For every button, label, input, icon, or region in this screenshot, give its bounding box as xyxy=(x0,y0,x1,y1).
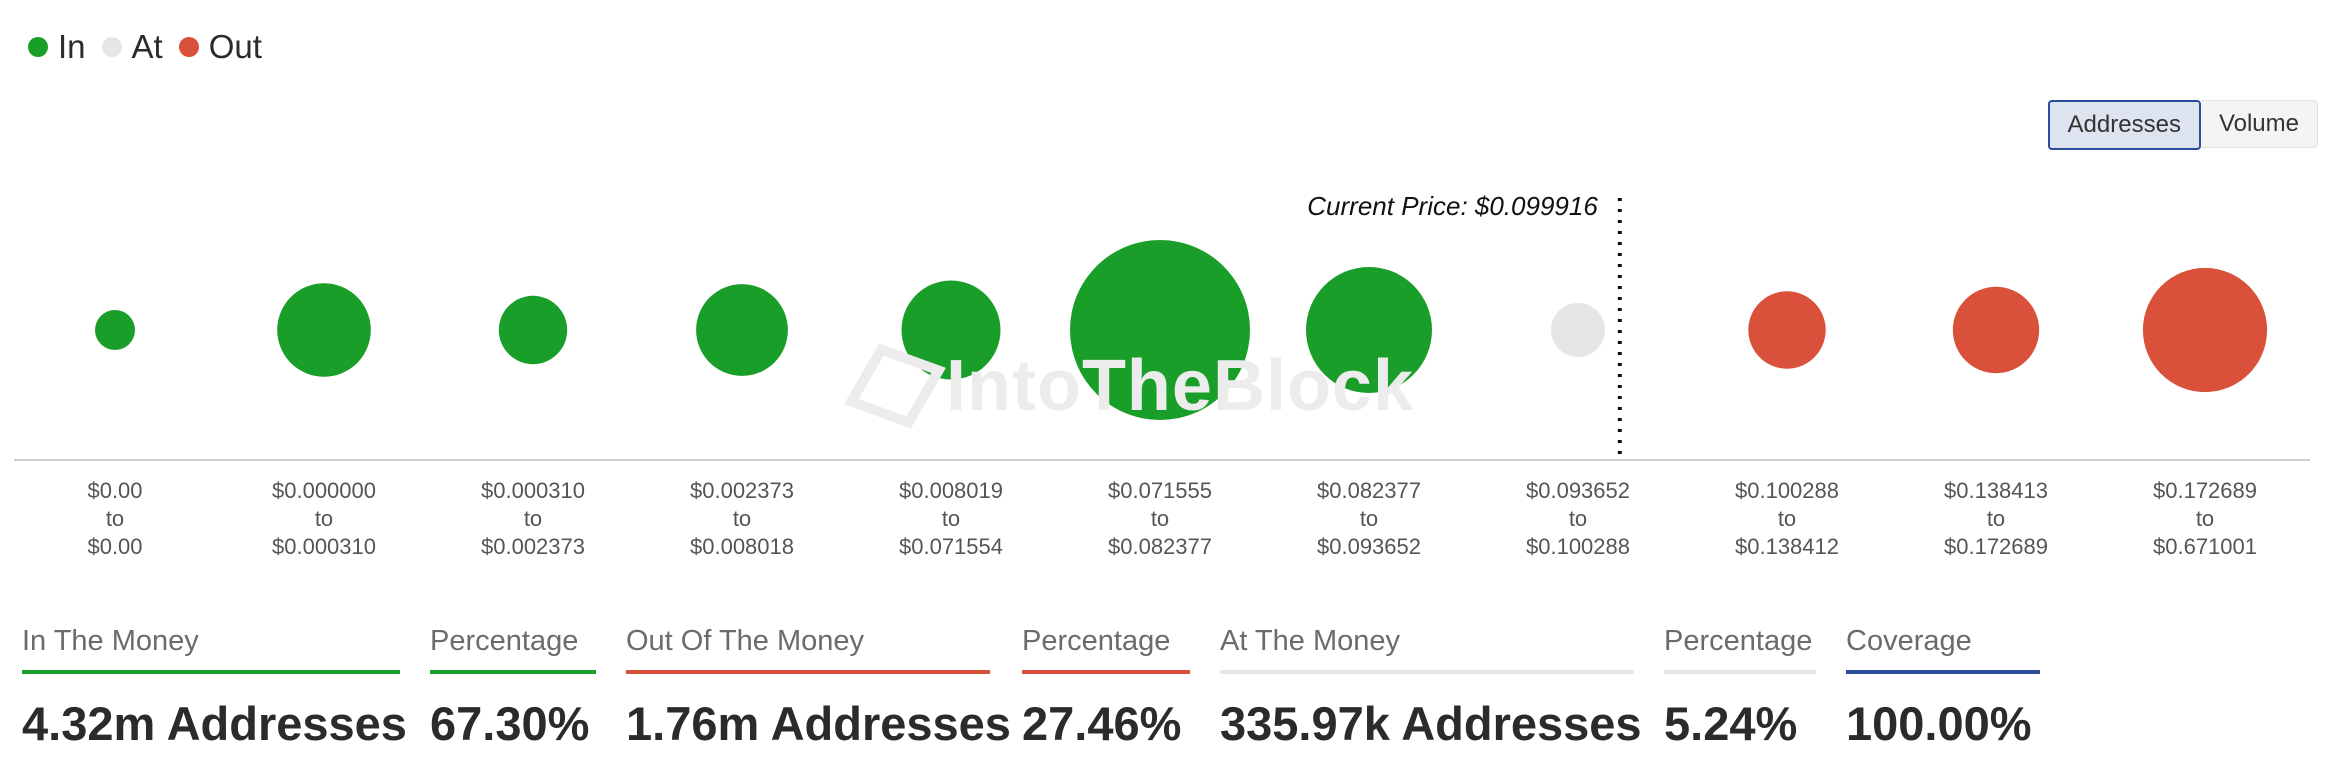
stat-block: Percentage 5.24% xyxy=(1664,625,1816,751)
tick-label-to: $0.000310 xyxy=(272,534,376,559)
bubble-in[interactable] xyxy=(498,295,568,365)
volume-button[interactable]: Volume xyxy=(2200,100,2318,148)
tick-label-from: $0.138413 xyxy=(1944,478,2048,503)
bubble-in[interactable] xyxy=(901,280,1001,380)
stat-label: At The Money xyxy=(1220,625,1634,674)
legend-item-at[interactable]: At xyxy=(101,28,163,66)
tick-label-connector: to xyxy=(524,506,542,531)
tick-label-connector: to xyxy=(1987,506,2005,531)
tick-label-from: $0.00 xyxy=(87,478,142,503)
stat-label: Out Of The Money xyxy=(626,625,990,674)
chart-legend: In At Out xyxy=(28,28,262,66)
tick-label-connector: to xyxy=(2196,506,2214,531)
tick-label-to: $0.138412 xyxy=(1735,534,1839,559)
legend-item-out[interactable]: Out xyxy=(178,28,262,66)
stat-label: In The Money xyxy=(22,625,400,674)
tick-label-to: $0.00 xyxy=(87,534,142,559)
tick-label-connector: to xyxy=(942,506,960,531)
bubble-in[interactable] xyxy=(95,310,135,350)
legend-item-in[interactable]: In xyxy=(28,28,86,66)
bubble-out[interactable] xyxy=(2142,267,2268,393)
legend-in-dot xyxy=(28,37,48,57)
tick-label-from: $0.002373 xyxy=(690,478,794,503)
stat-block: Coverage 100.00% xyxy=(1846,625,2040,751)
legend-in-label: In xyxy=(58,28,86,65)
tick-label-to: $0.071554 xyxy=(899,534,1003,559)
tick-label-from: $0.082377 xyxy=(1317,478,1421,503)
tick-label-from: $0.071555 xyxy=(1108,478,1212,503)
stat-block: In The Money 4.32m Addresses xyxy=(22,625,407,751)
bubble-out[interactable] xyxy=(1952,286,2040,374)
stat-value: 27.46% xyxy=(1022,697,1182,750)
tick-label-from: $0.000310 xyxy=(481,478,585,503)
stat-value: 67.30% xyxy=(430,697,590,750)
stat-value: 5.24% xyxy=(1664,697,1798,750)
tick-label-to: $0.093652 xyxy=(1317,534,1421,559)
bubble-in[interactable] xyxy=(696,284,788,376)
bubble-at[interactable] xyxy=(1551,303,1605,357)
bubble-chart: $0.00 to $0.00 $0.000000 to $0.000310 $0.00031… xyxy=(14,191,2310,559)
tick-label-to: $0.008018 xyxy=(690,534,794,559)
tick-label-to: $0.172689 xyxy=(1944,534,2048,559)
tick-label-connector: to xyxy=(733,506,751,531)
tick-label-from: $0.093652 xyxy=(1526,478,1630,503)
tick-label-connector: to xyxy=(1569,506,1587,531)
tick-label-connector: to xyxy=(1151,506,1169,531)
tick-label-from: $0.008019 xyxy=(899,478,1003,503)
stat-block: At The Money 335.97k Addresses xyxy=(1220,625,1642,751)
tick-label-to: $0.100288 xyxy=(1526,534,1630,559)
stat-block: Percentage 27.46% xyxy=(1022,625,1190,751)
stat-label: Percentage xyxy=(1664,625,1816,674)
tick-label-to: $0.671001 xyxy=(2153,534,2257,559)
tick-label-from: $0.172689 xyxy=(2153,478,2257,503)
metric-toggle: Addresses Volume xyxy=(2047,100,2318,150)
legend-out-dot xyxy=(178,37,199,57)
bubble-out[interactable] xyxy=(1748,291,1826,369)
addresses-button[interactable]: Addresses xyxy=(2047,100,2201,150)
bubble-in[interactable] xyxy=(277,283,371,377)
stat-value: 335.97k Addresses xyxy=(1220,697,1642,750)
stat-label: Percentage xyxy=(430,625,596,674)
tick-label-from: $0.100288 xyxy=(1735,478,1839,503)
stat-label: Percentage xyxy=(1022,625,1190,674)
tick-label-connector: to xyxy=(315,506,333,531)
bubble-in[interactable] xyxy=(1070,240,1250,420)
stat-label: Coverage xyxy=(1846,625,2040,674)
tick-label-to: $0.002373 xyxy=(481,534,585,559)
stat-value: 100.00% xyxy=(1846,697,2032,750)
stat-block: Percentage 67.30% xyxy=(430,625,596,751)
stat-value: 4.32m Addresses xyxy=(22,697,407,750)
bubble-in[interactable] xyxy=(1306,267,1432,393)
legend-out-label: Out xyxy=(208,28,262,65)
stat-value: 1.76m Addresses xyxy=(626,697,1011,750)
legend-at-dot xyxy=(101,37,122,57)
tick-label-to: $0.082377 xyxy=(1108,534,1212,559)
tick-label-connector: to xyxy=(1360,506,1378,531)
tick-label-connector: to xyxy=(1778,506,1796,531)
tick-label-connector: to xyxy=(106,506,124,531)
tick-label-from: $0.000000 xyxy=(272,478,376,503)
stat-block: Out Of The Money 1.76m Addresses xyxy=(626,625,1011,751)
current-price-label: Current Price: $0.099916 xyxy=(1307,191,1598,221)
legend-at-label: At xyxy=(131,28,163,65)
